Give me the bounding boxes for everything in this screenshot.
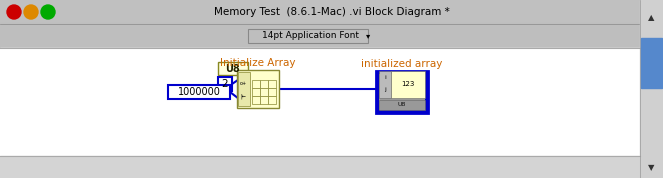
Bar [260, 96, 268, 104]
Text: ▼: ▼ [648, 164, 654, 172]
Bar [641, 38, 662, 88]
Bar [260, 80, 268, 88]
Text: U8: U8 [398, 103, 406, 108]
Text: 2: 2 [221, 79, 228, 89]
Bar [379, 71, 391, 98]
Text: 123: 123 [401, 82, 414, 88]
Bar [0, 48, 640, 156]
Bar [218, 62, 248, 75]
Bar [252, 88, 260, 96]
Text: |←: |← [240, 94, 246, 99]
Bar [268, 80, 276, 88]
Bar [391, 71, 425, 98]
Bar [376, 71, 428, 113]
Text: Initialize Array: Initialize Array [220, 58, 296, 68]
Bar [252, 80, 260, 88]
Circle shape [41, 5, 55, 19]
Circle shape [7, 5, 21, 19]
Bar [260, 88, 268, 96]
Bar [218, 77, 232, 91]
Text: 14pt Application Font: 14pt Application Font [261, 32, 359, 41]
Text: j: j [384, 87, 386, 92]
Bar [268, 88, 276, 96]
Text: i: i [384, 75, 386, 80]
Circle shape [24, 5, 38, 19]
Bar [379, 74, 425, 110]
Bar [238, 72, 250, 106]
Text: o+: o+ [239, 81, 247, 86]
Bar [268, 96, 276, 104]
Text: Memory Test  (8.6.1-Mac) .vi Block Diagram *: Memory Test (8.6.1-Mac) .vi Block Diagra… [214, 7, 450, 17]
Text: 1000000: 1000000 [178, 87, 220, 97]
Bar [0, 0, 663, 23]
Bar [168, 85, 230, 99]
Text: U8: U8 [225, 64, 241, 74]
Bar [640, 0, 663, 178]
Bar [248, 29, 368, 43]
Text: ▾: ▾ [366, 32, 370, 41]
Text: initialized array: initialized array [361, 59, 443, 69]
Text: ▲: ▲ [648, 14, 654, 22]
Bar [237, 70, 279, 108]
Bar [379, 100, 425, 110]
Bar [0, 23, 640, 48]
Bar [252, 96, 260, 104]
Bar [0, 156, 640, 178]
